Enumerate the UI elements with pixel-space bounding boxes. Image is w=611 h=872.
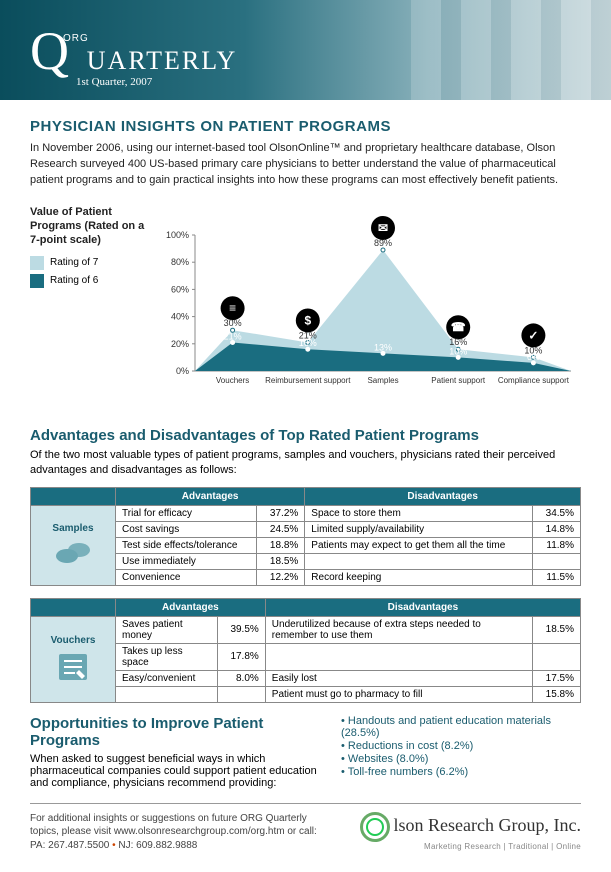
legend-label-7: Rating of 7 [50,257,98,268]
svg-text:Compliance support: Compliance support [498,376,570,385]
opportunity-item: Websites (8.0%) [341,753,581,765]
legend-item-7: Rating of 7 [30,256,145,270]
logo-o-icon [360,812,390,842]
footer-logo: lson Research Group, Inc. Marketing Rese… [360,812,581,851]
title-big-q: Q [30,20,69,82]
title-rest: UARTERLY [87,46,238,75]
header-decor [411,0,611,100]
svg-text:80%: 80% [171,257,189,267]
svg-text:Samples: Samples [367,376,398,385]
logo-tagline: Marketing Research | Traditional | Onlin… [360,842,581,851]
svg-text:20%: 20% [171,339,189,349]
org-badge: ORG [63,33,89,44]
svg-text:30%: 30% [224,318,242,328]
header-title-block: QORGUARTERLY 1st Quarter, 2007 [30,20,237,88]
adv-intro: Of the two most valuable types of patien… [30,448,581,479]
legend-title: Value of Patient Programs (Rated on a 7-… [30,205,145,248]
footer-phone-pa: PA: 267.487.5500 [30,840,109,851]
svg-text:0%: 0% [176,366,189,376]
opportunity-item: Reductions in cost (8.2%) [341,740,581,752]
samples-table: AdvantagesDisadvantagesSamplesTrial for … [30,487,581,586]
svg-text:≡: ≡ [229,301,236,315]
svg-text:89%: 89% [374,238,392,248]
body: PHYSICIAN INSIGHTS ON PATIENT PROGRAMS I… [0,100,611,789]
svg-text:Vouchers: Vouchers [216,376,249,385]
opportunity-item: Handouts and patient education materials… [341,715,581,739]
logo-wordmark: lson Research Group, Inc. [360,812,581,842]
svg-text:21%: 21% [224,331,242,341]
footer-text: For additional insights or suggestions o… [30,812,330,853]
svg-text:Reimbursement support: Reimbursement support [265,376,351,385]
svg-text:10%: 10% [449,346,467,356]
adv-heading: Advantages and Disadvantages of Top Rate… [30,427,581,444]
opportunities-bullets: Handouts and patient education materials… [341,715,581,789]
svg-text:✉: ✉ [378,221,388,235]
samples-icon [53,538,93,568]
svg-text:6%: 6% [527,352,540,362]
chart-svg: 0%20%40%60%80%100%≡30%21%Vouchers$21%16%… [157,205,581,405]
opportunities-left: Opportunities to Improve Patient Program… [30,715,323,789]
value-chart: 0%20%40%60%80%100%≡30%21%Vouchers$21%16%… [157,205,581,405]
footer: For additional insights or suggestions o… [30,803,581,853]
vouchers-icon [53,650,93,684]
svg-text:Patient support: Patient support [431,376,486,385]
intro-text: In November 2006, using our internet-bas… [30,141,581,189]
svg-text:16%: 16% [299,338,317,348]
footer-phone-nj: NJ: 609.882.9888 [118,840,197,851]
svg-text:60%: 60% [171,284,189,294]
page: QORGUARTERLY 1st Quarter, 2007 PHYSICIAN… [0,0,611,872]
chart-row: Value of Patient Programs (Rated on a 7-… [30,205,581,405]
opportunities-heading: Opportunities to Improve Patient Program… [30,715,323,749]
opportunity-item: Toll-free numbers (6.2%) [341,766,581,778]
vouchers-table: AdvantagesDisadvantagesVouchersSaves pat… [30,598,581,703]
main-heading: PHYSICIAN INSIGHTS ON PATIENT PROGRAMS [30,118,581,135]
svg-text:☎: ☎ [451,320,466,334]
svg-text:100%: 100% [166,230,189,240]
svg-text:✓: ✓ [528,328,538,342]
legend-swatch-7 [30,256,44,270]
chart-legend: Value of Patient Programs (Rated on a 7-… [30,205,145,405]
footer-line1: For additional insights or suggestions o… [30,813,317,838]
legend-item-6: Rating of 6 [30,274,145,288]
opportunities-row: Opportunities to Improve Patient Program… [30,715,581,789]
svg-text:13%: 13% [374,342,392,352]
legend-swatch-6 [30,274,44,288]
svg-text:40%: 40% [171,311,189,321]
svg-text:$: $ [304,313,311,327]
legend-label-6: Rating of 6 [50,275,98,286]
logo-text: lson Research Group, Inc. [394,815,581,835]
masthead: QORGUARTERLY 1st Quarter, 2007 [0,0,611,100]
opportunities-text: When asked to suggest beneficial ways in… [30,753,323,789]
